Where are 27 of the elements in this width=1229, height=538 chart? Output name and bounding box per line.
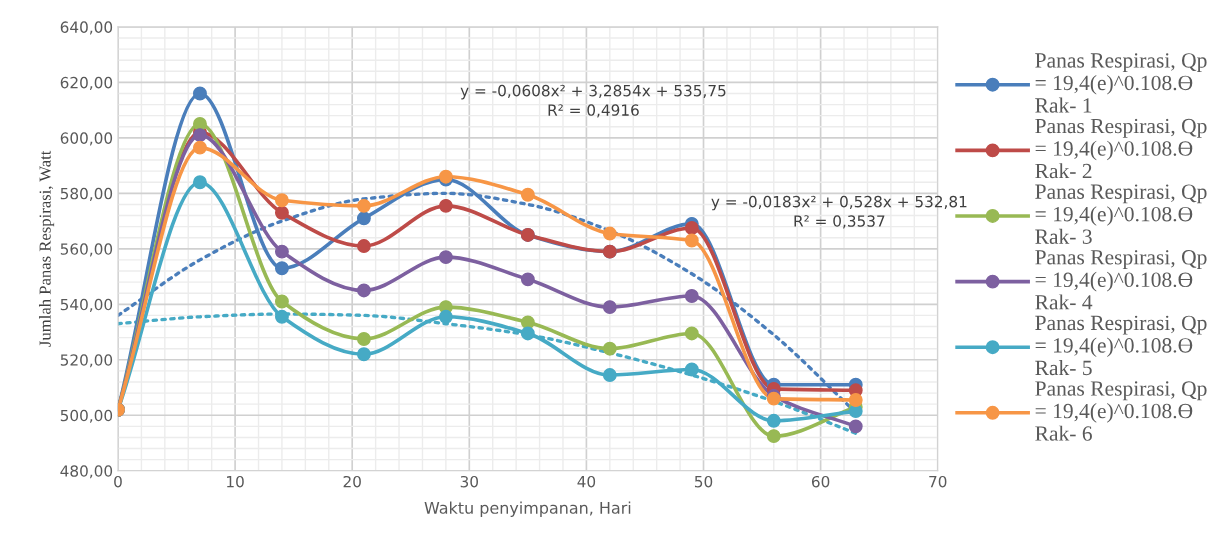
- x-tick-label: 0: [114, 475, 122, 488]
- y-axis-title: Jumlah Panas Respirasi, Watt: [38, 150, 55, 347]
- y-tick-label: 520,00: [60, 354, 113, 368]
- legend-label: Panas Respirasi, Qp = 19,4(e)^0.108.Ɵ Rak- 1: [1035, 53, 1207, 113]
- x-tick-label: 40: [577, 475, 596, 488]
- y-tick-label: 480,00: [60, 465, 113, 479]
- y-tick-label: 500,00: [60, 409, 113, 423]
- legend-label: Panas Respirasi, Qp = 19,4(e)^0.108.Ɵ Rak- 3: [1035, 184, 1207, 244]
- x-tick-label: 70: [929, 475, 947, 488]
- legend-label: Panas Respirasi, Qp = 19,4(e)^0.108.Ɵ Rak- 6: [1035, 381, 1207, 441]
- y-tick-label: 560,00: [60, 243, 113, 257]
- x-tick-label: 10: [227, 475, 244, 488]
- x-tick-label: 50: [694, 475, 713, 488]
- y-tick-label: 580,00: [60, 187, 113, 201]
- x-tick-label: 60: [811, 475, 830, 488]
- y-tick-label: 620,00: [60, 76, 113, 90]
- x-tick-label: 30: [460, 475, 479, 488]
- annotation: y = -0,0608x² + 3,2854x + 535,75 R² = 0,4916: [460, 84, 726, 118]
- x-axis-title: Waktu penyimpanan, Hari: [424, 501, 631, 517]
- legend-label: Panas Respirasi, Qp = 19,4(e)^0.108.Ɵ Rak- 5: [1035, 315, 1207, 376]
- x-tick-label: 20: [343, 475, 361, 488]
- y-tick-label: 540,00: [60, 298, 113, 312]
- y-tick-label: 640,00: [60, 21, 113, 35]
- legend-label: Panas Respirasi, Qp = 19,4(e)^0.108.Ɵ Rak- 4: [1035, 250, 1207, 310]
- annotation: y = -0,0183x² + 0,528x + 532,81 R² = 0,3537: [711, 195, 967, 229]
- legend-label: Panas Respirasi, Qp = 19,4(e)^0.108.Ɵ Rak- 2: [1035, 118, 1207, 179]
- y-tick-label: 600,00: [60, 132, 113, 146]
